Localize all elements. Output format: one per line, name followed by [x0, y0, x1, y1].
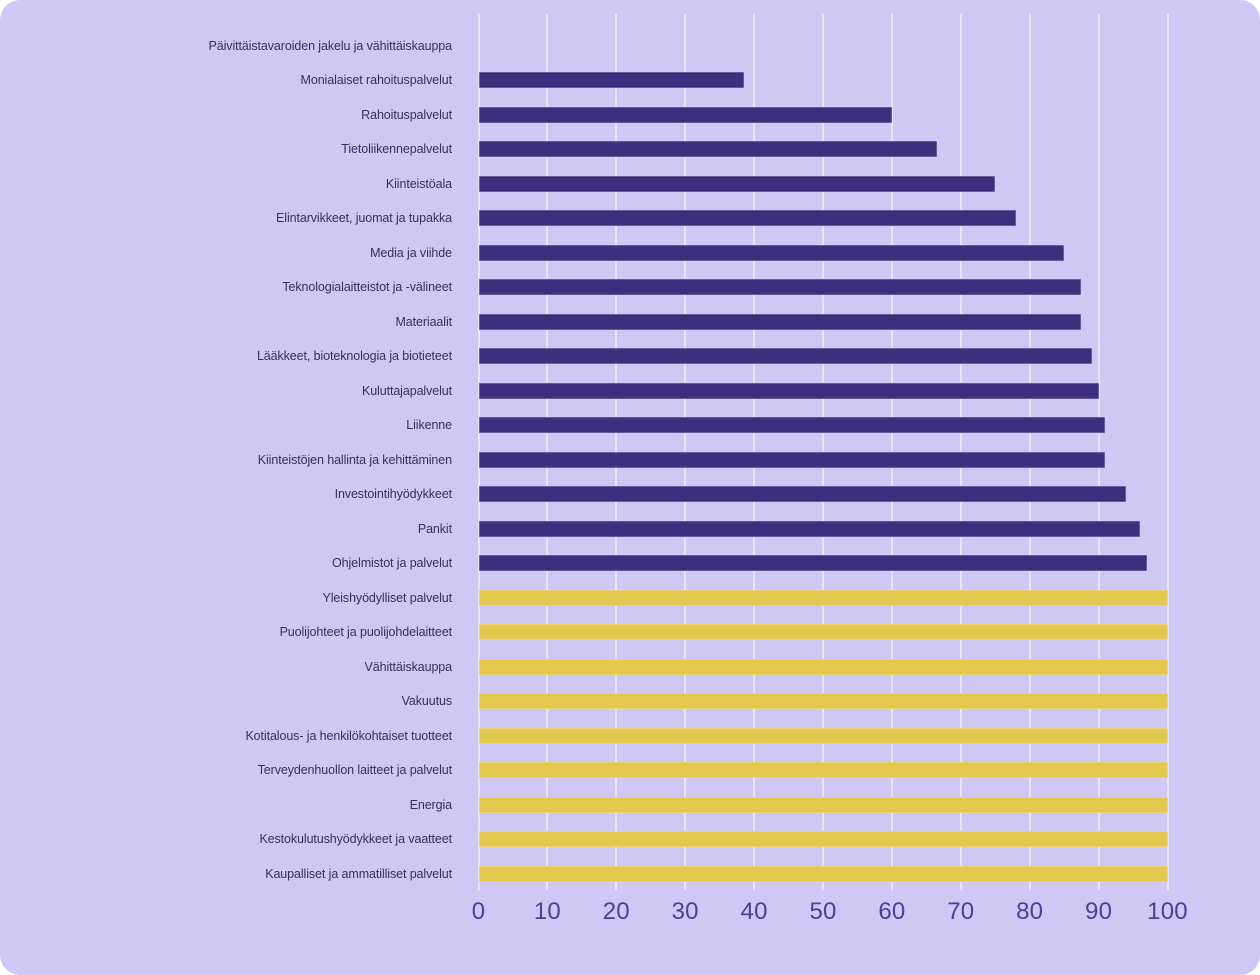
x-tick-label: 70	[947, 898, 975, 925]
bar-purple	[478, 382, 1099, 399]
bar-purple	[478, 313, 1082, 330]
category-label: Kestokulutushyödykkeet ja vaatteet	[259, 832, 452, 846]
category-label: Media ja viihde	[370, 245, 452, 260]
x-tick-label: 90	[1085, 898, 1113, 925]
category-label: Tietoliikennepalvelut	[341, 142, 452, 156]
bar-yellow	[478, 693, 1168, 709]
bar-purple	[478, 417, 1106, 433]
category-label: Kiinteistöala	[385, 176, 452, 191]
bar-yellow	[478, 589, 1168, 606]
x-tick-label: 20	[602, 898, 630, 925]
bar-purple	[478, 175, 996, 192]
category-label: Lääkkeet, bioteknologia ja biotieteet	[256, 349, 452, 363]
x-tick-label: 40	[740, 898, 768, 925]
gridline	[1166, 14, 1169, 890]
category-label: Kaupalliset ja ammatilliset palvelut	[265, 866, 452, 881]
bar-purple	[478, 520, 1140, 537]
bar-purple	[478, 72, 744, 88]
x-tick-label: 100	[1147, 898, 1188, 925]
x-tick-label: 10	[533, 898, 561, 925]
category-label: Puolijohteet ja puolijohdelaitteet	[279, 625, 453, 639]
x-tick-label: 0	[471, 898, 486, 925]
category-label: Kiinteistöjen hallinta ja kehittäminen	[257, 452, 452, 467]
bar-purple	[478, 106, 892, 123]
bar-yellow	[478, 831, 1168, 847]
bar-purple	[478, 555, 1147, 571]
category-label: Päivittäistavaroiden jakelu ja vähittäis…	[208, 38, 453, 53]
bar-purple	[478, 279, 1082, 295]
category-label: Investointihyödykkeet	[334, 487, 453, 501]
bar-yellow	[478, 796, 1168, 813]
x-tick-label: 80	[1016, 898, 1044, 925]
category-label: Rahoituspalvelut	[361, 107, 452, 122]
category-label: Kuluttajapalvelut	[361, 383, 452, 398]
bar-purple	[478, 244, 1065, 261]
category-label: Vakuutus	[401, 694, 452, 708]
bar-purple	[478, 141, 937, 157]
x-tick-label: 50	[809, 898, 837, 925]
category-label: Materiaalit	[395, 314, 452, 329]
category-label: Vähittäiskauppa	[364, 659, 453, 674]
bar-yellow	[478, 762, 1168, 778]
category-label: Teknologialaitteistot ja -välineet	[282, 280, 452, 294]
x-tick-label: 30	[671, 898, 699, 925]
category-label: Terveydenhuollon laitteet ja palvelut	[257, 763, 452, 777]
category-label: Elintarvikkeet, juomat ja tupakka	[276, 211, 452, 225]
bar-yellow	[478, 865, 1168, 882]
x-tick-label: 60	[878, 898, 906, 925]
category-label: Liikenne	[406, 418, 452, 432]
category-label: Pankit	[417, 521, 452, 536]
category-label: Monialaiset rahoituspalvelut	[300, 73, 453, 87]
bar-purple	[478, 348, 1092, 364]
bar-purple	[478, 210, 1016, 226]
category-label: Yleishyödylliset palvelut	[322, 590, 452, 605]
bar-yellow	[478, 658, 1168, 675]
bar-yellow	[478, 727, 1168, 744]
bar-purple	[478, 451, 1106, 468]
category-label: Energia	[409, 797, 452, 812]
bar-purple	[478, 486, 1127, 502]
bar-yellow	[478, 624, 1168, 640]
category-label: Kotitalous- ja henkilökohtaiset tuotteet	[245, 728, 452, 743]
category-label: Ohjelmistot ja palvelut	[332, 556, 452, 570]
